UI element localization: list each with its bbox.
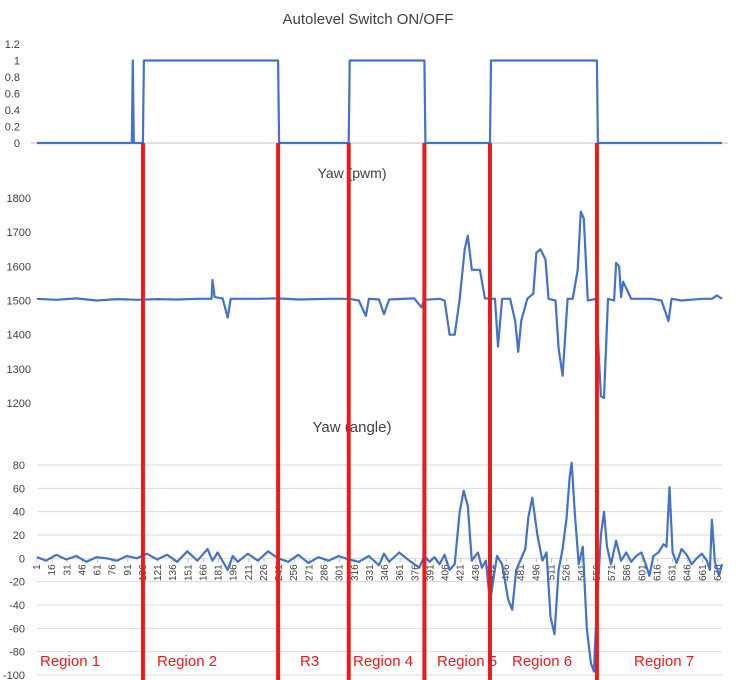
x-tick-label: 211 bbox=[244, 564, 255, 580]
x-tick-label: 361 bbox=[395, 564, 406, 581]
y-tick-label: -100 bbox=[3, 670, 25, 680]
x-tick-label: 631 bbox=[668, 564, 679, 581]
y-tick-label: 1400 bbox=[7, 330, 31, 342]
x-tick-label: 391 bbox=[425, 564, 436, 581]
x-tick-label: 256 bbox=[289, 564, 300, 581]
y-tick-label: -60 bbox=[9, 623, 25, 635]
y-tick-label: 1500 bbox=[7, 296, 31, 308]
x-tick-label: 526 bbox=[562, 564, 573, 581]
x-tick-label: 661 bbox=[698, 564, 709, 581]
region-label: Region 6 bbox=[512, 653, 572, 670]
x-tick-label: 1 bbox=[32, 564, 43, 570]
y-tick-label: -40 bbox=[9, 600, 25, 612]
x-tick-label: 136 bbox=[168, 564, 179, 581]
region-label: R3 bbox=[300, 653, 319, 670]
x-tick-label: 541 bbox=[577, 564, 588, 581]
y-tick-label: 40 bbox=[13, 507, 25, 519]
y-tick-label: 0 bbox=[14, 138, 20, 150]
x-tick-label: 376 bbox=[410, 564, 421, 581]
y-tick-label: 20 bbox=[13, 530, 25, 542]
region-label: Region 5 bbox=[437, 653, 497, 670]
x-tick-label: 121 bbox=[153, 564, 164, 581]
x-tick-label: 271 bbox=[304, 564, 315, 581]
x-tick-label: 601 bbox=[637, 564, 648, 581]
x-tick-label: 466 bbox=[501, 564, 512, 581]
region-label: Region 2 bbox=[157, 653, 217, 670]
x-tick-label: 226 bbox=[259, 564, 270, 581]
y-tick-label: 1 bbox=[14, 56, 20, 68]
y-tick-label: 1600 bbox=[7, 261, 31, 273]
x-tick-label: 31 bbox=[62, 564, 73, 576]
x-tick-label: 586 bbox=[622, 564, 633, 581]
y-tick-label: 0 bbox=[19, 553, 25, 565]
region-label: Region 7 bbox=[634, 653, 694, 670]
chart-title-switch: Autolevel Switch ON/OFF bbox=[283, 11, 454, 28]
x-tick-label: 481 bbox=[516, 564, 527, 581]
x-tick-label: 571 bbox=[607, 564, 618, 581]
y-tick-label: 1800 bbox=[7, 193, 31, 205]
y-tick-label: 60 bbox=[13, 483, 25, 495]
x-tick-label: 331 bbox=[365, 564, 376, 581]
y-tick-label: 1.2 bbox=[5, 39, 20, 51]
x-tick-label: 646 bbox=[683, 564, 694, 581]
x-tick-label: 436 bbox=[471, 564, 482, 581]
y-tick-label: 1700 bbox=[7, 227, 31, 239]
y-tick-label: 80 bbox=[13, 460, 25, 472]
x-tick-label: 616 bbox=[652, 564, 663, 581]
series-line bbox=[36, 210, 723, 399]
x-tick-label: 301 bbox=[335, 564, 346, 581]
chart-title-pwm: Yaw (pwm) bbox=[318, 165, 387, 181]
y-tick-label: 1300 bbox=[7, 364, 31, 376]
x-tick-label: 511 bbox=[547, 564, 558, 580]
x-tick-label: 181 bbox=[214, 564, 225, 581]
x-tick-label: 76 bbox=[108, 564, 119, 576]
x-tick-label: 91 bbox=[123, 564, 134, 576]
y-tick-label: 0.8 bbox=[5, 72, 20, 84]
x-tick-label: 316 bbox=[350, 564, 361, 581]
y-tick-label: -80 bbox=[9, 647, 25, 659]
x-tick-label: 16 bbox=[47, 564, 58, 576]
y-tick-label: 0.2 bbox=[5, 122, 20, 134]
region-label: Region 1 bbox=[40, 653, 100, 670]
x-tick-label: 61 bbox=[93, 564, 104, 576]
series-line bbox=[37, 59, 722, 145]
x-tick-label: 406 bbox=[441, 564, 452, 581]
x-tick-label: 286 bbox=[320, 564, 331, 581]
y-tick-label: 1200 bbox=[7, 398, 31, 410]
x-tick-label: 196 bbox=[229, 564, 240, 581]
y-tick-label: -20 bbox=[9, 577, 25, 589]
x-tick-label: 346 bbox=[380, 564, 391, 581]
y-tick-label: 0.6 bbox=[5, 89, 20, 101]
x-tick-label: 46 bbox=[77, 564, 88, 576]
x-tick-label: 151 bbox=[183, 564, 194, 581]
x-tick-label: 421 bbox=[456, 564, 467, 581]
x-tick-label: 496 bbox=[531, 564, 542, 581]
x-tick-label: 166 bbox=[198, 564, 209, 581]
chart-title-angle: Yaw (angle) bbox=[313, 419, 392, 436]
y-tick-label: 0.4 bbox=[5, 105, 20, 117]
region-label: Region 4 bbox=[353, 653, 413, 670]
